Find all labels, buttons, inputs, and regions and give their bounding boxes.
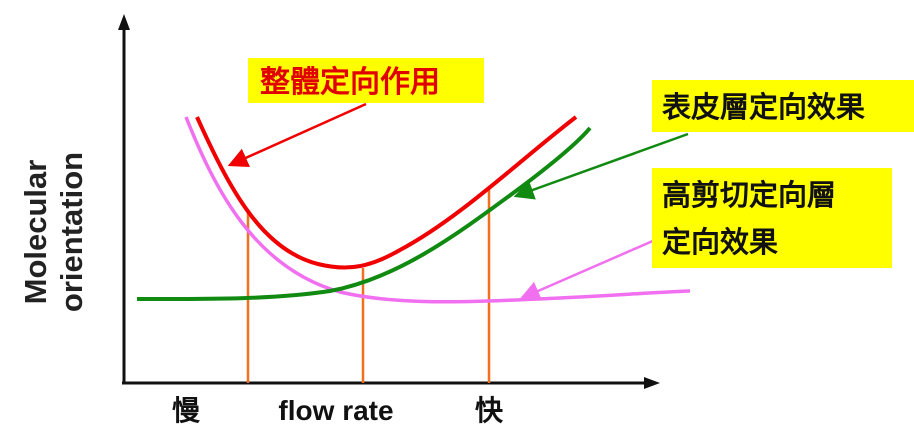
y-axis-label-line2: orientation [54,152,89,312]
skin-pointer-arrow [513,132,689,200]
shear-label-box [652,168,892,268]
skin-orientation-curve [136,126,592,302]
x-fast-label: 快 [475,394,504,425]
shear-pointer-arrow [519,238,656,301]
overall-label-box [248,58,484,103]
shear-orientation-curve [184,116,691,304]
x-axis-label: flow rate [278,395,393,425]
y-axis-arrowhead [118,14,130,30]
x-slow-label: 慢 [172,394,201,425]
shear-label-line2: 定向效果 [662,225,778,259]
skin-label: 表皮層定向效果 [662,90,865,124]
shear-label-line1: 高剪切定向層 [662,178,836,212]
x-axis-arrowhead [644,377,660,389]
overall-label: 整體定向作用 [260,65,440,100]
overall-orientation-curve [195,115,578,270]
skin-label-box [652,80,914,132]
y-axis-label-line1: Molecular [18,160,53,305]
overall-pointer-arrow [227,102,367,167]
